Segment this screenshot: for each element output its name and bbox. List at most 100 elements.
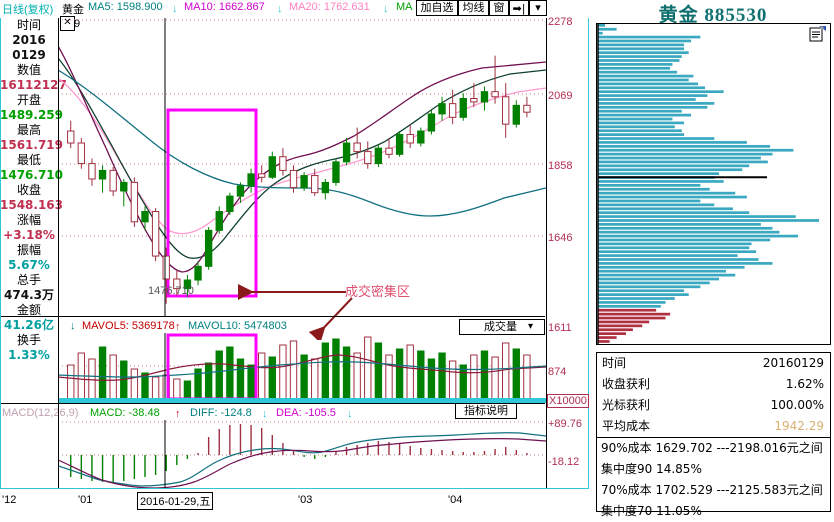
window-button[interactable]: 窗 bbox=[489, 0, 509, 16]
macd-chart[interactable] bbox=[58, 420, 546, 488]
dea-line bbox=[58, 437, 546, 488]
info-value-date: 0129 bbox=[12, 48, 46, 62]
time-tick-12: '12 bbox=[2, 494, 17, 506]
info-label-high: 最高 bbox=[16, 123, 41, 137]
indicator-toolbar: 日线(复权) 黄金 MA5: 1598.900 ↓ MA10: 1662.867… bbox=[0, 0, 834, 17]
mavol5-value: MAVOL5: 5369178 bbox=[82, 320, 175, 332]
candlestick-chart[interactable] bbox=[58, 18, 546, 316]
price-tick-1646: 1646 bbox=[548, 232, 573, 244]
info-label-close: 收盘 bbox=[16, 183, 41, 197]
ma5-trend-down-icon: ↓ bbox=[172, 3, 178, 15]
mavol10-line bbox=[58, 361, 546, 378]
diff-trend-down-icon: ↓ bbox=[262, 408, 268, 420]
ma10-trend-down-icon: ↓ bbox=[277, 3, 283, 15]
time-tick-01: '01 bbox=[78, 494, 93, 506]
volume-chart[interactable] bbox=[58, 333, 546, 400]
macd-trend-up-icon: ↑ bbox=[175, 408, 181, 420]
chip-stat-conc70: 集中度70 11.05% bbox=[601, 504, 702, 518]
next-page-button[interactable]: ➡| bbox=[509, 0, 529, 16]
info-label-volume: 总手 bbox=[16, 273, 41, 287]
symbol-label: 黄金 bbox=[62, 4, 84, 16]
moving-average-button[interactable]: 均线 bbox=[458, 0, 489, 16]
bar-index-label: 9 bbox=[74, 18, 81, 30]
indicator-help-button[interactable]: 指标说明 bbox=[455, 403, 517, 419]
chip-val-close-profit: 1.62% bbox=[785, 377, 824, 391]
annotation-arrow-horizontal bbox=[238, 284, 346, 300]
quote-info-panel: 时间 2016 0129 数值 16112127 开盘 1489.259 最高 … bbox=[0, 18, 67, 401]
close-icon[interactable]: ✕ bbox=[60, 16, 75, 31]
info-label-amplitude: 振幅 bbox=[16, 243, 41, 257]
candle-series bbox=[67, 55, 531, 304]
add-favorite-button[interactable]: 加自选 bbox=[416, 0, 458, 16]
chip-distribution-panel: 黄金 885530 时间 20160129 收盘获利 1.62% bbox=[592, 0, 834, 518]
chip-val-avg-cost: 1942.29 bbox=[774, 419, 824, 433]
mavol10-value: MAVOL10: 5474803 bbox=[188, 320, 287, 332]
macd-title: MACD(12,26,9) bbox=[2, 407, 79, 419]
volume-indicator-selector[interactable]: 成交量 bbox=[459, 319, 545, 335]
time-tick-03: '03 bbox=[298, 494, 313, 506]
chip-key-cursor-profit: 光标获利 bbox=[602, 398, 651, 412]
chip-row-close-profit: 收盘获利 1.62% bbox=[597, 374, 830, 395]
cursor-date-label: 2016-01-29,五 bbox=[137, 492, 214, 510]
diff-line bbox=[58, 432, 546, 487]
info-value-change: +3.18% bbox=[3, 228, 55, 242]
low-price-marker: 1476.710 bbox=[148, 285, 194, 297]
pane-divider-volume bbox=[0, 316, 545, 317]
chip-histogram-box[interactable] bbox=[596, 23, 831, 345]
diff-value: DIFF: -124.8 bbox=[190, 407, 252, 419]
chip-val-time: 20160129 bbox=[762, 356, 824, 370]
annotation-label: 成交密集区 bbox=[345, 284, 411, 299]
dea-value: DEA: -105.5 bbox=[276, 407, 336, 419]
volume-tick-874: 874 bbox=[548, 366, 567, 378]
chip-stats-box: 时间 20160129 收盘获利 1.62% 光标获利 100.00% 平均成本… bbox=[596, 352, 831, 518]
chip-val-cursor-profit: 100.00% bbox=[770, 398, 824, 412]
price-tick-2278: 2278 bbox=[548, 16, 573, 28]
macd-tick-top: +89.76 bbox=[548, 418, 582, 430]
volume-scale-label: X10000 bbox=[547, 394, 589, 408]
vol-prefix-arrow-icon: ↓ bbox=[70, 320, 76, 332]
pane-divider-macd bbox=[0, 403, 545, 404]
dea-trend-down-icon: ↓ bbox=[347, 408, 353, 420]
chip-row-cursor-profit: 光标获利 100.00% bbox=[597, 395, 830, 416]
chip-key-time: 时间 bbox=[602, 356, 627, 370]
info-value-turnover-rate: 1.33% bbox=[8, 348, 50, 362]
info-label-open: 开盘 bbox=[16, 93, 41, 107]
info-label-turnover: 金额 bbox=[16, 303, 41, 317]
info-value-close: 1548.163 bbox=[0, 198, 64, 212]
chip-histogram bbox=[597, 24, 819, 344]
chip-row-avg-cost: 平均成本 1942.29 bbox=[597, 416, 830, 437]
volume-axis-strip bbox=[58, 398, 546, 403]
chip-row-time: 时间 20160129 bbox=[597, 353, 830, 374]
info-value-open: 1489.259 bbox=[0, 108, 64, 122]
chip-stat-cost90: 90%成本 1629.702 ---2198.016元之间 bbox=[601, 441, 823, 455]
info-value-volume: 474.3万 bbox=[4, 288, 54, 302]
volume-bar-series bbox=[67, 336, 531, 400]
chip-key-avg-cost: 平均成本 bbox=[602, 419, 651, 433]
ma10-line bbox=[58, 57, 546, 259]
info-label-turnover-rate: 换手 bbox=[16, 333, 41, 347]
trough-highlight-box bbox=[166, 108, 258, 298]
info-value-high: 1561.719 bbox=[0, 138, 64, 152]
dropdown-button[interactable]: ▾ bbox=[529, 0, 547, 16]
time-axis: '12 '01 '03 '04 2016-01-29,五 bbox=[0, 490, 590, 516]
info-label-time: 时间 bbox=[16, 18, 41, 32]
chart-outer-frame bbox=[0, 18, 589, 489]
note-icon[interactable] bbox=[809, 26, 827, 42]
period-label[interactable]: 日线(复权) bbox=[2, 4, 54, 16]
ma5-value: MA5: 1598.900 bbox=[88, 1, 163, 13]
mavol5-trend-up-icon: ↑ bbox=[175, 321, 181, 333]
info-label-value: 数值 bbox=[16, 63, 41, 77]
ma10-value: MA10: 1662.867 bbox=[184, 1, 265, 13]
info-value-year: 2016 bbox=[12, 33, 46, 47]
macd-value: MACD: -38.48 bbox=[90, 407, 160, 419]
macd-tick-bottom: -18.12 bbox=[548, 456, 580, 468]
ma20-value: MA20: 1762.631 bbox=[289, 1, 370, 13]
info-value-turnover: 41.26亿 bbox=[4, 318, 54, 332]
chip-key-close-profit: 收盘获利 bbox=[602, 377, 651, 391]
chip-panel-title: 黄金 885530 bbox=[658, 5, 768, 26]
annotation-arrow-diagonal bbox=[308, 297, 353, 340]
volume-selector-chevron-down-icon[interactable]: ▾ bbox=[528, 321, 534, 332]
info-value-amplitude: 5.67% bbox=[8, 258, 50, 272]
price-axis: 2278 2069 1858 1646 1611 874 X10000 +89.… bbox=[546, 14, 590, 501]
info-value-low: 1476.710 bbox=[0, 168, 64, 182]
